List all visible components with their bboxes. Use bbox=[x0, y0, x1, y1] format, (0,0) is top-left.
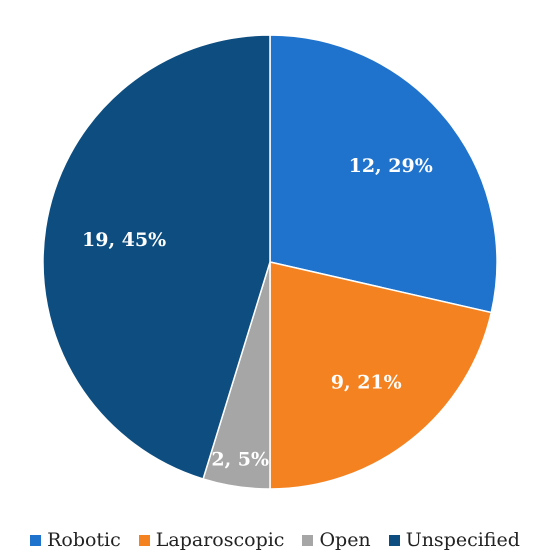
legend: Robotic Laparoscopic Open Unspecified bbox=[0, 526, 550, 554]
pie-label-robotic: 12, 29% bbox=[349, 155, 433, 177]
pie-slices bbox=[42, 34, 498, 490]
pie-label-unspecified: 19, 45% bbox=[82, 229, 166, 251]
legend-swatch-unspecified bbox=[388, 534, 400, 546]
legend-swatch-open bbox=[302, 534, 314, 546]
pie-slice-unspecified bbox=[42, 34, 271, 480]
pie-label-laparoscopic: 9, 21% bbox=[331, 372, 402, 394]
legend-item-laparoscopic: Laparoscopic bbox=[138, 529, 285, 551]
legend-item-robotic: Robotic bbox=[30, 529, 121, 551]
legend-label-unspecified: Unspecified bbox=[405, 529, 520, 551]
legend-swatch-robotic bbox=[30, 534, 42, 546]
legend-item-open: Open bbox=[302, 529, 371, 551]
legend-swatch-laparoscopic bbox=[138, 534, 150, 546]
pie-label-open: 2, 5% bbox=[211, 449, 269, 471]
legend-item-unspecified: Unspecified bbox=[388, 529, 520, 551]
pie-labels: 12, 29% 9, 21% 2, 5% 19, 45% bbox=[82, 155, 433, 471]
pie-chart: 12, 29% 9, 21% 2, 5% 19, 45% bbox=[42, 34, 498, 490]
legend-label-robotic: Robotic bbox=[47, 529, 121, 551]
legend-label-laparoscopic: Laparoscopic bbox=[155, 529, 285, 551]
pie-slice-laparoscopic bbox=[269, 261, 493, 490]
legend-label-open: Open bbox=[319, 529, 371, 551]
pie-slice-robotic bbox=[269, 34, 498, 314]
